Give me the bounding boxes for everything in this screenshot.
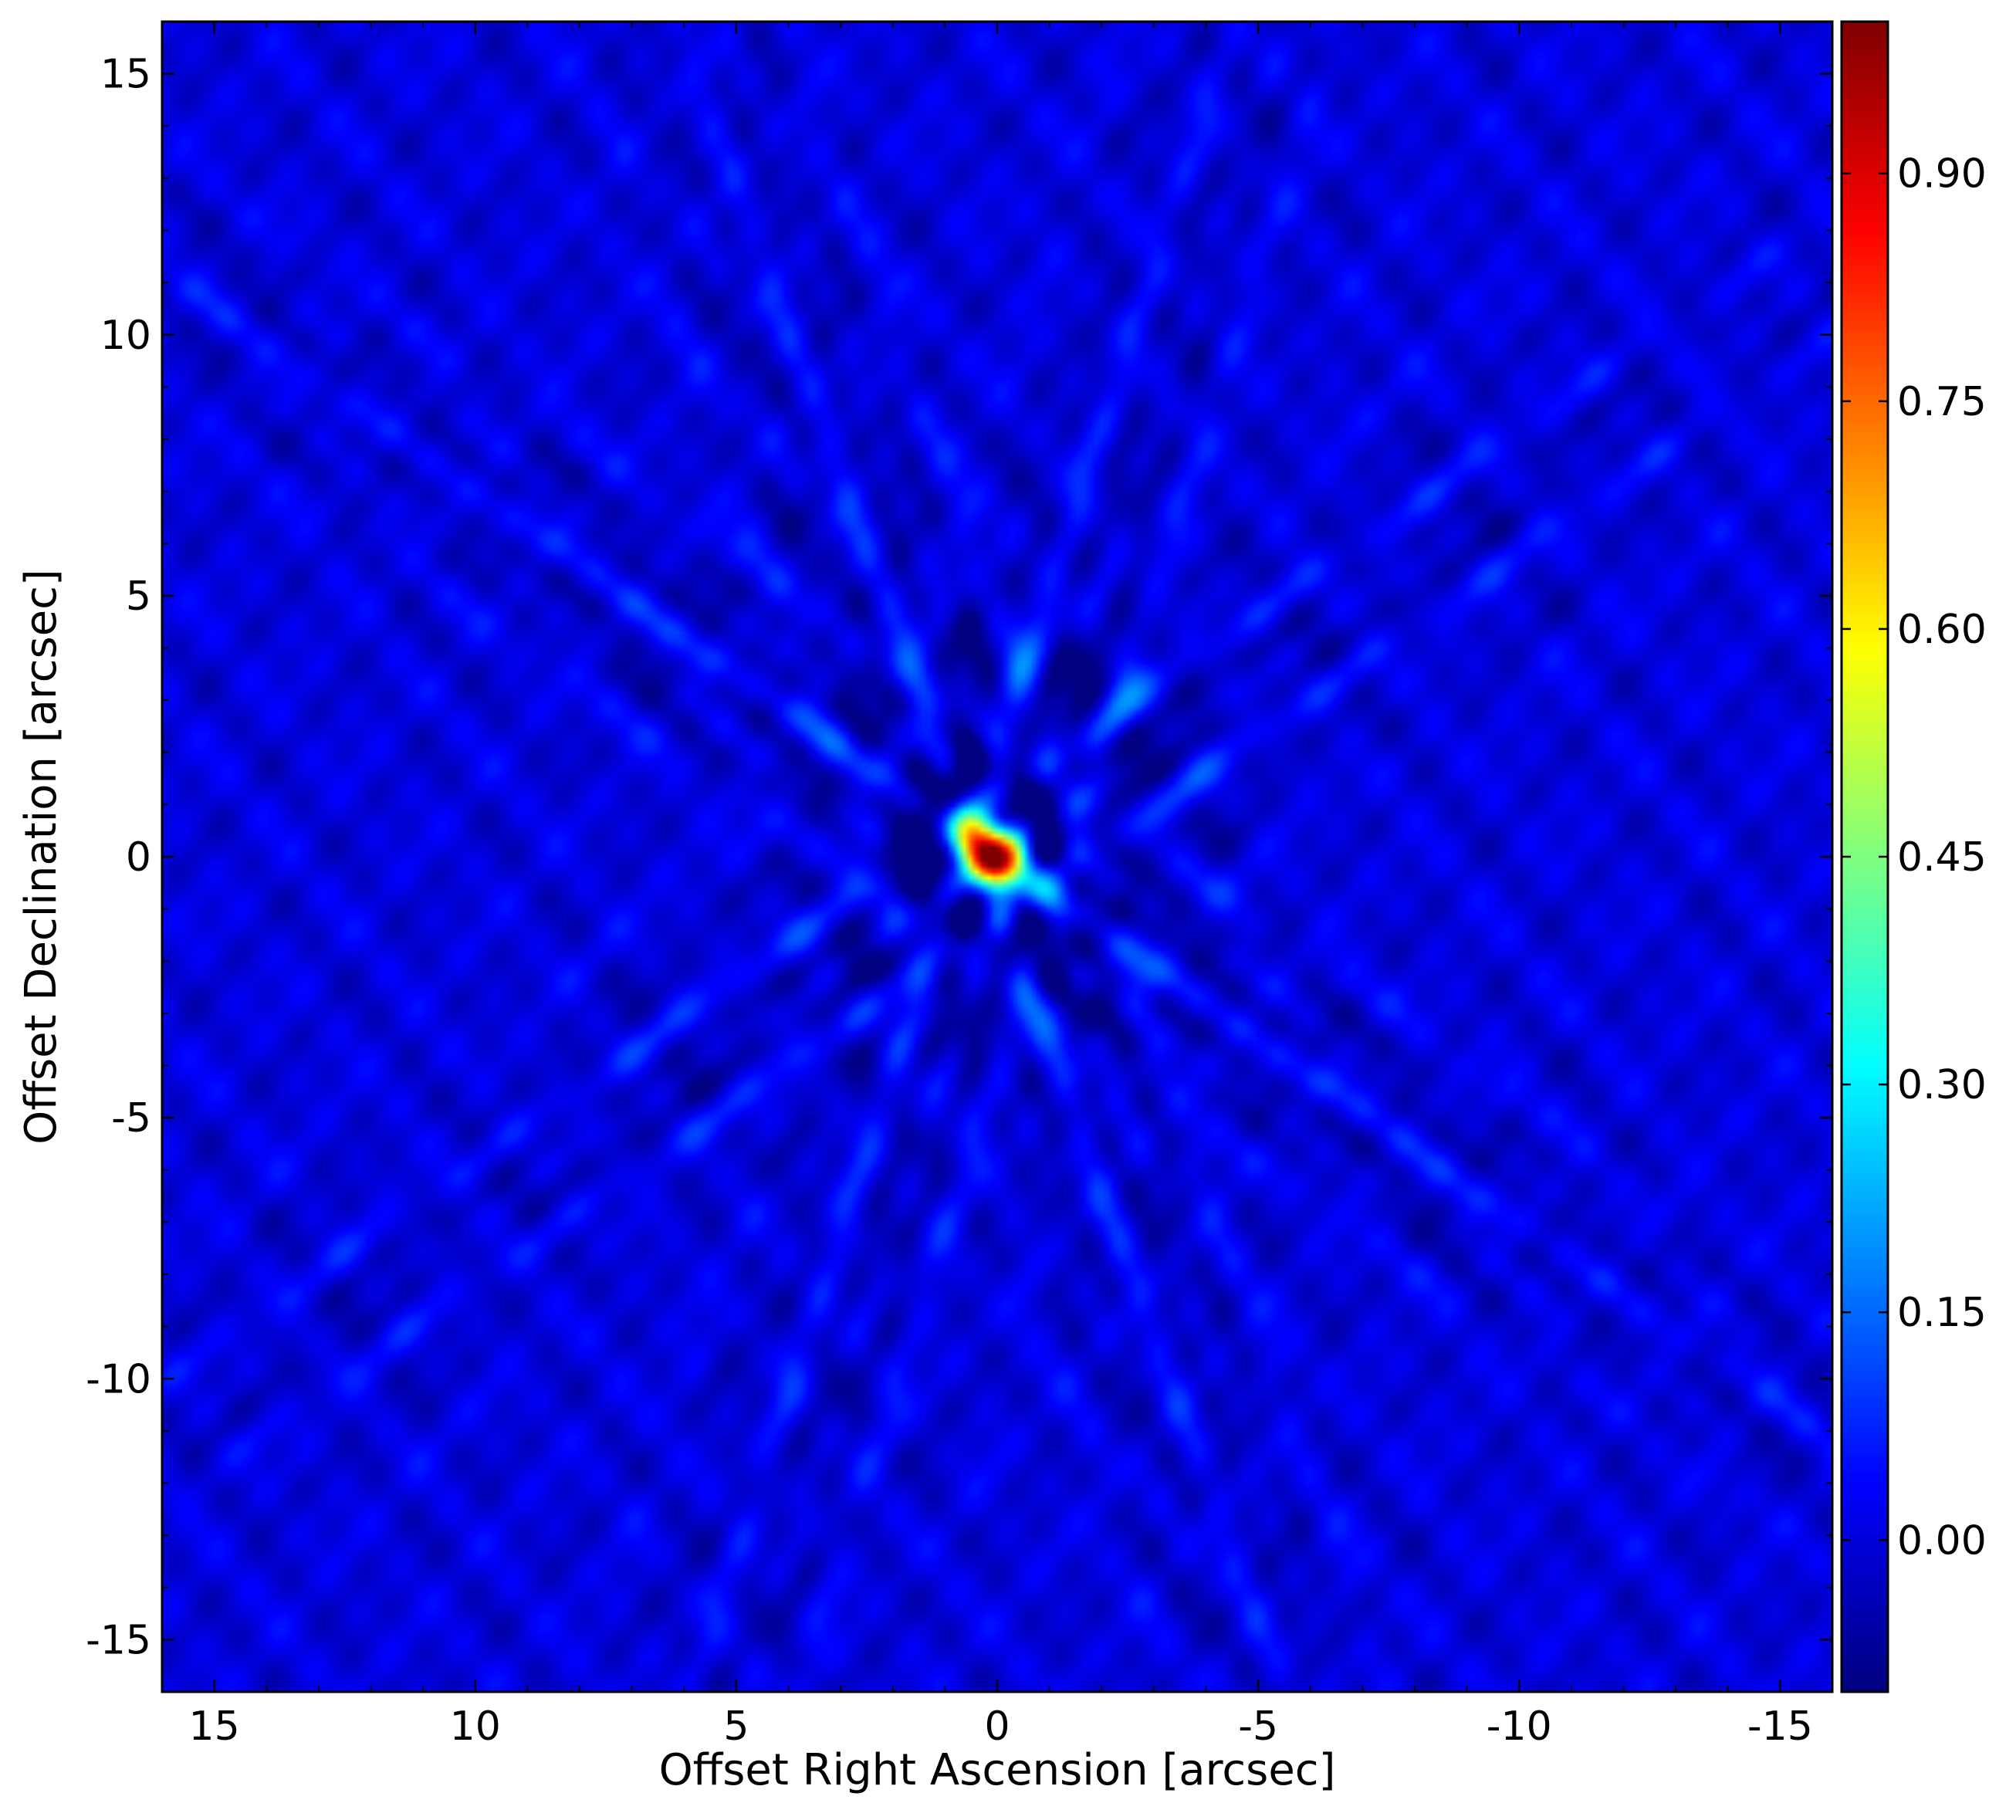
colorbar-ticks: 0.90 0.75 0.60 0.45 0.30 0.15 0.00 — [1842, 151, 1987, 1564]
colorbar-tick-label: 0.15 — [1897, 1290, 1987, 1336]
x-tick-label: 0 — [984, 1703, 1010, 1750]
colorbar-tick-label: 0.75 — [1897, 379, 1987, 425]
colorbar-tick-label: 0.30 — [1897, 1062, 1987, 1108]
x-tick-label: -5 — [1238, 1703, 1278, 1750]
y-tick-label: 5 — [126, 573, 151, 620]
x-tick-label: 5 — [723, 1703, 749, 1750]
y-tick-label: 0 — [126, 834, 151, 881]
y-axis-ticks: 15 10 5 0 -5 -10 -15 — [86, 52, 1832, 1663]
colorbar: 0.90 0.75 0.60 0.45 0.30 0.15 0.00 — [1840, 20, 1987, 1693]
y-tick-label: -15 — [86, 1617, 151, 1663]
x-tick-label: -10 — [1487, 1703, 1552, 1750]
x-tick-label: 10 — [450, 1703, 501, 1750]
x-axis-ticks: 15 10 5 0 -5 -10 -15 — [189, 22, 1813, 1750]
y-tick-label: -5 — [111, 1095, 151, 1142]
colorbar-tick-label: 0.45 — [1897, 834, 1987, 881]
colorbar-tick-label: 0.00 — [1897, 1517, 1987, 1564]
x-tick-label: -15 — [1747, 1703, 1813, 1750]
y-tick-label: -10 — [86, 1356, 151, 1402]
heatmap-image — [162, 22, 1832, 1692]
y-axis-label: Offset Declination [arcsec] — [16, 569, 66, 1144]
x-tick-label: 15 — [189, 1703, 240, 1750]
y-tick-label: 10 — [100, 313, 151, 359]
x-axis-label: Offset Right Ascension [arcsec] — [659, 1745, 1336, 1795]
heatmap-plot-area — [161, 20, 1834, 1693]
colorbar-tick-label: 0.60 — [1897, 607, 1987, 653]
y-tick-label: 15 — [100, 52, 151, 98]
colorbar-tick-label: 0.90 — [1897, 151, 1987, 198]
